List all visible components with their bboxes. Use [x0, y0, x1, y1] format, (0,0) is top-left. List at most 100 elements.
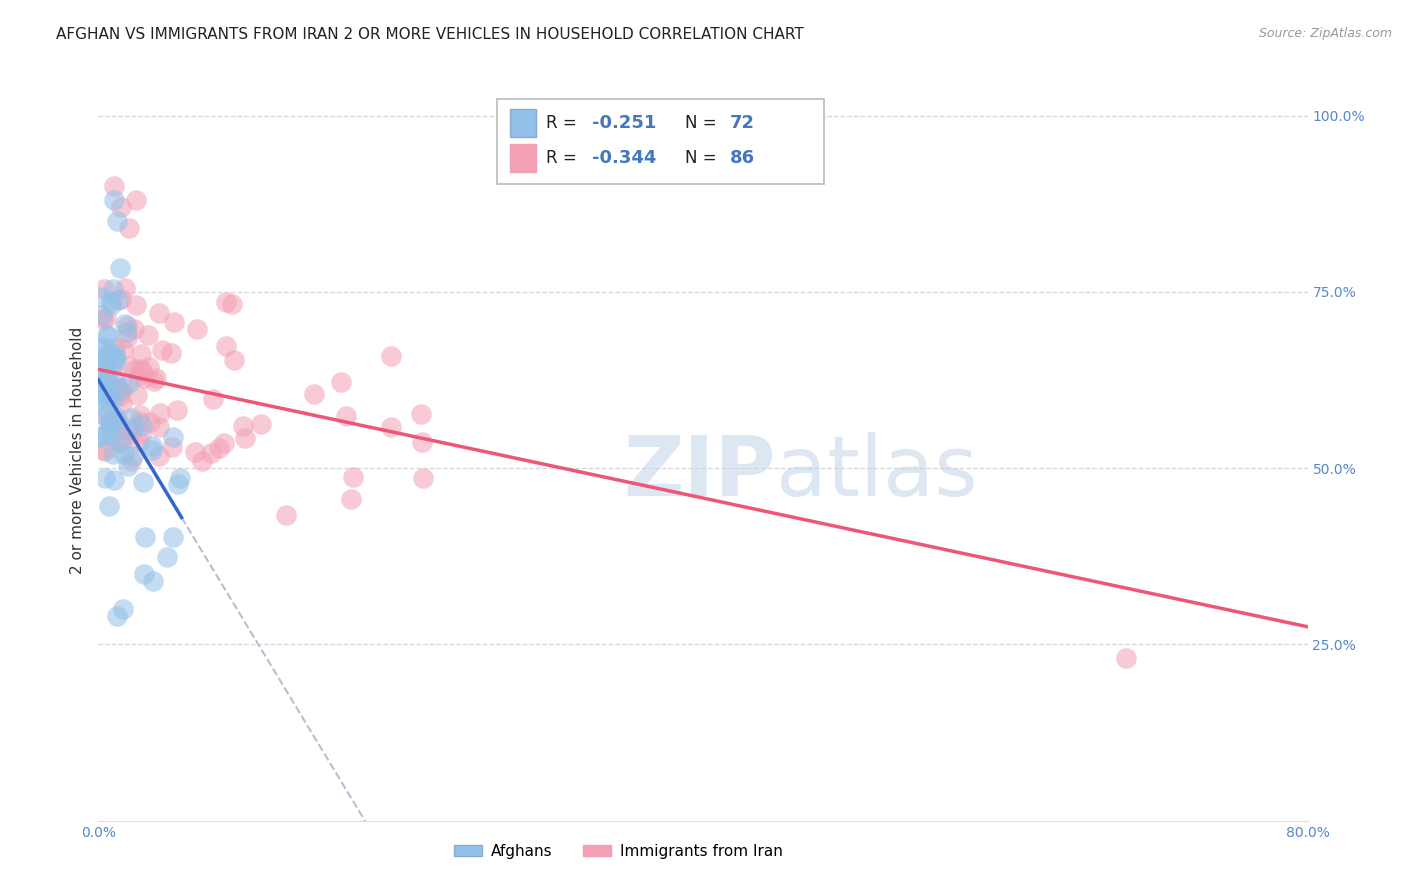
Point	[138, 359, 160, 374]
Point	[112, 380, 135, 394]
Point	[93, 400, 115, 414]
Point	[89, 430, 111, 444]
Point	[100, 416, 122, 430]
Point	[131, 417, 153, 432]
Point	[90, 308, 112, 322]
Point	[129, 408, 152, 422]
Point	[108, 383, 131, 397]
Point	[93, 370, 115, 384]
Point	[89, 376, 111, 391]
Point	[235, 432, 257, 446]
Point	[128, 415, 150, 429]
Point	[186, 321, 208, 335]
Point	[115, 319, 138, 334]
Point	[107, 413, 129, 427]
Point	[132, 475, 155, 489]
Point	[131, 346, 153, 360]
Point	[104, 351, 127, 366]
Point	[91, 389, 114, 403]
Point	[110, 435, 132, 450]
Point	[107, 293, 129, 307]
Point	[148, 306, 170, 320]
Point	[97, 376, 120, 391]
Point	[221, 297, 243, 311]
Text: atlas: atlas	[776, 432, 977, 513]
Point	[111, 396, 134, 410]
Point	[103, 341, 125, 355]
Point	[202, 392, 225, 406]
Point	[159, 346, 181, 360]
Point	[148, 449, 170, 463]
Point	[97, 359, 120, 374]
Point	[411, 407, 433, 421]
Point	[143, 374, 166, 388]
Point	[200, 446, 222, 460]
Point	[111, 602, 134, 616]
Point	[89, 376, 111, 391]
Point	[122, 421, 145, 435]
Point	[122, 363, 145, 377]
Text: ZIP: ZIP	[623, 432, 776, 513]
Point	[215, 339, 238, 353]
Point	[128, 435, 150, 450]
Point	[117, 331, 139, 345]
Point	[104, 347, 127, 361]
Point	[105, 214, 128, 228]
Point	[184, 444, 207, 458]
Text: N =: N =	[685, 149, 721, 167]
Point	[129, 426, 152, 441]
Point	[112, 447, 135, 461]
Point	[304, 386, 326, 401]
Point	[90, 429, 112, 443]
Point	[122, 322, 145, 336]
Point	[94, 444, 117, 458]
Text: -0.251: -0.251	[592, 114, 657, 132]
Point	[411, 434, 433, 449]
Point	[100, 416, 122, 430]
Point	[1115, 651, 1137, 665]
Point	[103, 473, 125, 487]
Point	[380, 419, 402, 434]
Point	[125, 388, 148, 402]
Point	[118, 376, 141, 391]
Point	[96, 327, 118, 342]
Point	[93, 471, 115, 485]
Point	[121, 425, 143, 440]
Point	[167, 477, 190, 491]
Point	[342, 469, 364, 483]
Point	[101, 392, 124, 406]
Point	[222, 352, 245, 367]
Point	[169, 471, 191, 485]
Point	[104, 355, 127, 369]
Point	[94, 370, 117, 384]
Point	[136, 327, 159, 342]
Point	[208, 441, 231, 455]
Point	[131, 361, 153, 376]
Point	[108, 384, 131, 399]
Text: N =: N =	[685, 114, 721, 132]
Point	[380, 350, 402, 364]
Point	[94, 392, 117, 406]
Point	[148, 419, 170, 434]
Point	[114, 281, 136, 295]
Point	[134, 530, 156, 544]
Point	[212, 436, 235, 450]
Bar	[509, 109, 536, 137]
Point	[100, 293, 122, 308]
Text: Source: ZipAtlas.com: Source: ZipAtlas.com	[1258, 27, 1392, 40]
Point	[120, 454, 142, 468]
Text: -0.344: -0.344	[592, 149, 657, 167]
Point	[330, 375, 353, 389]
Point	[156, 549, 179, 564]
Point	[114, 317, 136, 331]
Point	[97, 416, 120, 430]
Point	[139, 416, 162, 430]
Point	[166, 403, 188, 417]
Point	[96, 387, 118, 401]
Point	[149, 406, 172, 420]
Point	[110, 431, 132, 445]
Point	[104, 416, 127, 430]
Point	[134, 370, 156, 384]
Point	[100, 298, 122, 312]
Point	[276, 508, 298, 522]
